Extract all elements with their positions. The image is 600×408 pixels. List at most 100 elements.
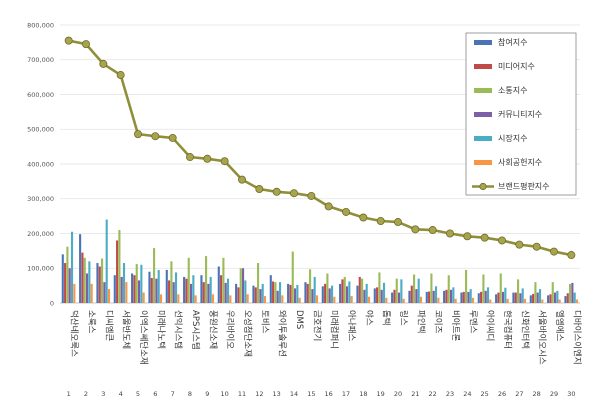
bar [402, 298, 405, 303]
bar [116, 240, 119, 303]
legend-label: 시장지수 [498, 133, 527, 143]
bar [261, 283, 264, 303]
bar [575, 299, 579, 303]
bar [259, 289, 262, 303]
trend-point [272, 187, 281, 196]
x-axis: 덕산네오룩스 1 소룩스 2 디씨엠큰 3 서울반도체 4 이엑스쎄단소재 5 미래나노텍 6 선익시스… [67, 310, 583, 398]
bar [445, 289, 448, 303]
bar [217, 266, 220, 303]
bar [113, 275, 116, 303]
trend-point [428, 226, 437, 235]
bar [350, 296, 353, 303]
bar [235, 283, 238, 303]
legend-swatch [474, 88, 492, 93]
y-tick-label: 800,000 [27, 21, 54, 29]
bar [244, 280, 247, 303]
category-label: 루멘스 [467, 310, 477, 334]
bar [101, 258, 104, 303]
bar [254, 287, 257, 303]
bar [81, 252, 84, 303]
category-label: 디씨엠큰 [103, 310, 114, 341]
trend-point [82, 40, 91, 49]
bar [502, 291, 505, 303]
bar [257, 263, 260, 303]
category-label: 아나패스 [346, 310, 357, 341]
legend-label: 브랜드평판지수 [498, 181, 550, 191]
bar [410, 285, 413, 303]
bar [142, 292, 145, 303]
bar [452, 287, 455, 303]
bar [103, 282, 106, 303]
trend-point [237, 175, 246, 184]
bar [428, 291, 431, 303]
trend-point [116, 71, 125, 80]
bar [504, 287, 507, 303]
bar [66, 246, 69, 303]
bar [541, 299, 544, 303]
bar [499, 273, 502, 303]
y-tick-label: 700,000 [27, 56, 54, 64]
bar [465, 269, 468, 303]
bar [326, 273, 329, 303]
bar [211, 294, 215, 303]
bar [534, 282, 537, 303]
bar [118, 230, 121, 303]
bar [202, 282, 205, 303]
bar [309, 269, 312, 303]
y-tick-label: 0 [50, 299, 54, 307]
bar [343, 276, 346, 303]
legend-swatch [474, 64, 492, 69]
bar [140, 264, 143, 303]
category-label: 파인텍 [415, 310, 426, 333]
bar [276, 290, 279, 303]
bar [239, 268, 242, 303]
bar [469, 289, 472, 303]
bar [138, 280, 141, 303]
trend-point [307, 191, 316, 200]
bar [135, 264, 138, 303]
category-label: 신화인터텍 [519, 310, 530, 349]
legend-swatch [474, 112, 492, 117]
bar [269, 275, 272, 303]
bar [120, 276, 123, 303]
bar [415, 289, 418, 303]
bar [159, 294, 163, 303]
bar [514, 292, 517, 303]
bar [566, 293, 569, 303]
bar [462, 291, 465, 303]
bar [536, 292, 539, 303]
trend-point [341, 207, 350, 216]
category-label: 디바이스이엔지 [571, 310, 582, 365]
category-label: 코이즈 [433, 310, 444, 334]
category-label: 톱텍 [381, 310, 392, 326]
trend-point [220, 157, 229, 166]
bar [287, 283, 290, 303]
bar [313, 276, 316, 303]
rank-label: 25 [481, 390, 489, 398]
bar [272, 281, 275, 303]
trend-point [497, 236, 506, 245]
bar [434, 286, 438, 303]
rank-label: 16 [325, 390, 333, 398]
bar [278, 282, 282, 303]
bar [551, 282, 554, 303]
bar [378, 272, 381, 303]
bar [432, 290, 435, 303]
legend-label: 참여지수 [498, 37, 527, 47]
bar [148, 271, 151, 303]
legend-label: 커뮤니티지수 [498, 109, 542, 119]
y-tick-label: 300,000 [27, 195, 54, 203]
trend-point [515, 240, 524, 249]
bar [382, 282, 386, 303]
rank-label: 23 [446, 390, 454, 398]
bar [573, 292, 576, 303]
bar [547, 295, 550, 303]
rank-label: 15 [307, 390, 315, 398]
legend-swatch [474, 40, 492, 45]
bar [153, 248, 156, 303]
bar [172, 282, 175, 303]
category-label: 미래컴퍼니 [329, 310, 340, 349]
category-label: 소룩스 [86, 310, 96, 334]
